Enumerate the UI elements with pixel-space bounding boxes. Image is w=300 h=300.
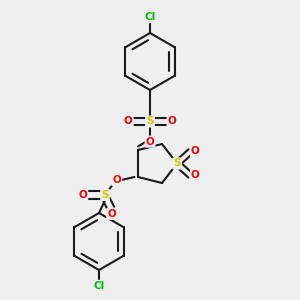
Text: O: O bbox=[78, 190, 87, 200]
Text: Cl: Cl bbox=[144, 12, 156, 22]
Text: S: S bbox=[146, 116, 154, 127]
Text: O: O bbox=[124, 116, 133, 127]
Text: O: O bbox=[191, 146, 200, 157]
Text: O: O bbox=[191, 170, 200, 181]
Text: Cl: Cl bbox=[93, 281, 105, 291]
Text: O: O bbox=[107, 209, 116, 219]
Text: O: O bbox=[167, 116, 176, 127]
Text: S: S bbox=[101, 190, 109, 200]
Text: S: S bbox=[173, 158, 181, 169]
Text: O: O bbox=[112, 175, 121, 185]
Text: O: O bbox=[146, 136, 154, 147]
